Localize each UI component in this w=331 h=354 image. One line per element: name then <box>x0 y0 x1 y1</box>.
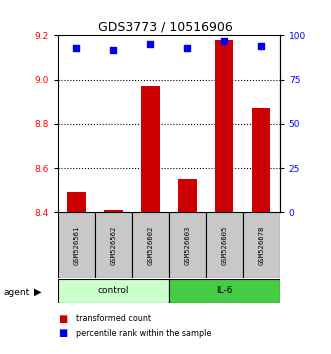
Bar <box>215 40 233 212</box>
Bar <box>243 212 280 278</box>
Bar <box>141 86 160 212</box>
Bar <box>132 212 169 278</box>
Point <box>74 45 79 51</box>
Bar <box>206 212 243 278</box>
Text: GSM526605: GSM526605 <box>221 225 227 265</box>
Text: IL-6: IL-6 <box>216 286 232 295</box>
Text: ■: ■ <box>58 314 67 324</box>
Bar <box>104 210 122 212</box>
Text: percentile rank within the sample: percentile rank within the sample <box>76 329 212 338</box>
Bar <box>169 279 280 303</box>
Point <box>221 38 227 44</box>
Point <box>111 47 116 52</box>
Text: GSM526603: GSM526603 <box>184 225 190 265</box>
Bar <box>169 212 206 278</box>
Bar <box>67 193 86 212</box>
Text: transformed count: transformed count <box>76 314 151 323</box>
Bar <box>178 179 197 212</box>
Text: control: control <box>98 286 129 295</box>
Point <box>185 45 190 51</box>
Text: GSM526602: GSM526602 <box>147 225 153 265</box>
Text: ▶: ▶ <box>34 287 42 297</box>
Bar <box>58 212 95 278</box>
Bar <box>95 212 132 278</box>
Text: GDS3773 / 10516906: GDS3773 / 10516906 <box>98 20 233 33</box>
Text: agent: agent <box>3 287 29 297</box>
Bar <box>58 279 169 303</box>
Text: GSM526678: GSM526678 <box>258 225 264 265</box>
Point <box>148 41 153 47</box>
Bar <box>252 108 270 212</box>
Point <box>259 43 264 49</box>
Text: GSM526561: GSM526561 <box>73 225 79 265</box>
Text: GSM526562: GSM526562 <box>110 225 117 265</box>
Text: ■: ■ <box>58 329 67 338</box>
